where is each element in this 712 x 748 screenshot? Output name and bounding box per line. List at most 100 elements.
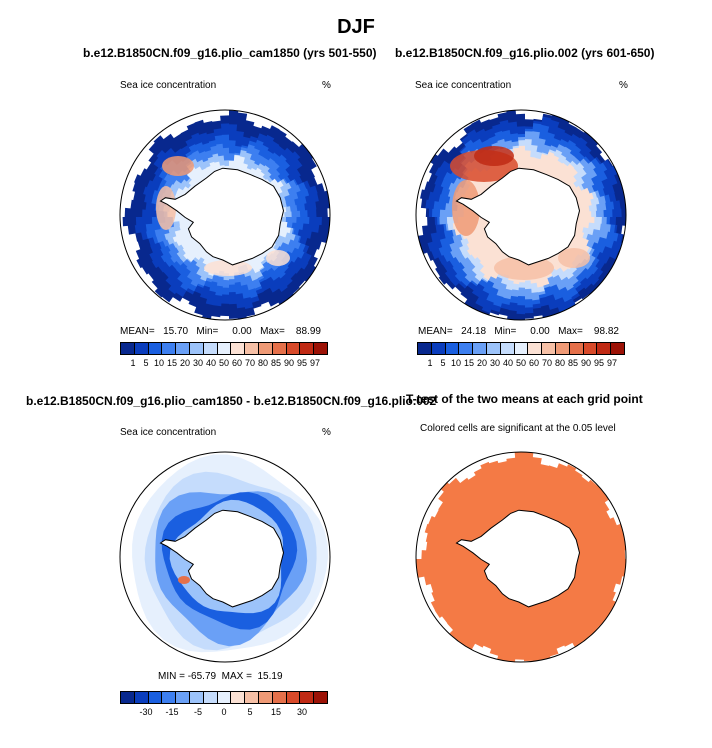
colorbar-swatch: [176, 343, 190, 354]
colorbar-swatch: [286, 692, 301, 703]
colorbar-tick-label: 70: [541, 358, 553, 368]
colorbar-tick-label: 10: [450, 358, 462, 368]
colorbar-tick-label: 95: [296, 358, 308, 368]
panel2-title: b.e12.B1850CN.f09_g16.plio.002 (yrs 601-…: [395, 46, 655, 60]
panel1-colorbar: [120, 342, 328, 355]
antarctica-coastline: [159, 509, 285, 608]
colorbar-swatch: [217, 692, 232, 703]
colorbar-swatch: [231, 343, 246, 354]
colorbar-tick-label: 30: [192, 358, 204, 368]
colorbar-swatch: [134, 343, 149, 354]
colorbar-swatch: [148, 343, 163, 354]
colorbar-tick-label: 15: [270, 707, 282, 717]
colorbar-swatch: [148, 692, 163, 703]
colorbar-swatch: [528, 343, 543, 354]
colorbar-swatch: [597, 343, 612, 354]
colorbar-tick-label: 90: [580, 358, 592, 368]
colorbar-swatch: [121, 692, 135, 703]
colorbar-swatch: [258, 343, 273, 354]
colorbar-tick-label: 0: [221, 707, 227, 717]
colorbar-tick-label: 97: [606, 358, 618, 368]
panel1-colorbar-labels: 1 5 10 15 20 30 40 50 60 70 80 85 90 95 97: [120, 358, 328, 370]
colorbar-swatch: [459, 343, 474, 354]
colorbar-swatch: [555, 343, 570, 354]
colorbar-tick-label: -5: [193, 707, 203, 717]
colorbar-tick-label: 5: [440, 358, 446, 368]
panel4-subtitle: Colored cells are significant at the 0.0…: [420, 423, 616, 434]
colorbar-tick-label: 85: [270, 358, 282, 368]
colorbar-swatch: [189, 692, 204, 703]
colorbar-swatch: [486, 343, 501, 354]
colorbar-swatch: [162, 343, 177, 354]
map-boundary: [415, 109, 627, 321]
colorbar-swatch: [611, 343, 624, 354]
colorbar-swatch: [121, 343, 135, 354]
colorbar-tick-label: 30: [489, 358, 501, 368]
colorbar-swatch: [300, 343, 315, 354]
colorbar-tick-label: 15: [166, 358, 178, 368]
panel2-unit-label: %: [619, 80, 628, 91]
colorbar-tick-label: 40: [205, 358, 217, 368]
colorbar-tick-label: 97: [309, 358, 321, 368]
panel1-stats: MEAN= 15.70 Min= 0.00 Max= 88.99: [120, 326, 321, 337]
positive-anomaly-patch: [178, 576, 190, 584]
panel2-stats: MEAN= 24.18 Min= 0.00 Max= 98.82: [418, 326, 619, 337]
map-boundary: [415, 451, 627, 663]
colorbar-swatch: [500, 343, 515, 354]
colorbar-tick-label: 90: [283, 358, 295, 368]
colorbar-tick-label: 20: [476, 358, 488, 368]
panel3-difference-map: [119, 451, 331, 663]
panel1-title: b.e12.B1850CN.f09_g16.plio_cam1850 (yrs …: [83, 46, 377, 60]
antarctica-coastline: [159, 167, 285, 266]
colorbar-tick-label: 15: [463, 358, 475, 368]
high-concentration-patch: [204, 260, 252, 276]
colorbar-tick-label: 50: [515, 358, 527, 368]
panel4-significance-map: [415, 451, 627, 663]
colorbar-swatch: [542, 343, 556, 354]
colorbar-tick-label: 80: [257, 358, 269, 368]
panel3-stats: MIN = -65.79 MAX = 15.19: [158, 671, 283, 682]
panel1-polar-map: [119, 109, 331, 321]
colorbar-swatch: [514, 343, 529, 354]
panel1-unit-label: %: [322, 80, 331, 91]
antarctica-coastline: [455, 509, 581, 608]
colorbar-tick-label: 30: [296, 707, 308, 717]
colorbar-swatch: [418, 343, 432, 354]
panel3-title: b.e12.B1850CN.f09_g16.plio_cam1850 - b.e…: [26, 394, 437, 408]
high-concentration-patch: [474, 146, 514, 166]
colorbar-swatch: [583, 343, 598, 354]
colorbar-tick-label: 1: [427, 358, 433, 368]
colorbar-swatch: [231, 692, 246, 703]
antarctica-coastline: [455, 167, 581, 266]
high-concentration-patch: [494, 256, 554, 280]
colorbar-tick-label: 80: [554, 358, 566, 368]
colorbar-tick-label: 60: [231, 358, 243, 368]
colorbar-swatch: [176, 692, 190, 703]
colorbar-swatch: [203, 343, 218, 354]
colorbar-swatch: [314, 692, 327, 703]
colorbar-swatch: [245, 343, 259, 354]
colorbar-tick-label: 40: [502, 358, 514, 368]
colorbar-swatch: [245, 692, 259, 703]
colorbar-tick-label: 70: [244, 358, 256, 368]
colorbar-tick-label: -30: [139, 707, 153, 717]
colorbar-swatch: [258, 692, 273, 703]
panel3-unit-label: %: [322, 427, 331, 438]
colorbar-swatch: [314, 343, 327, 354]
colorbar-tick-label: 10: [153, 358, 165, 368]
colorbar-swatch: [286, 343, 301, 354]
map-boundary: [119, 109, 331, 321]
figure-title: DJF: [337, 16, 375, 38]
colorbar-swatch: [217, 343, 232, 354]
colorbar-tick-label: 95: [593, 358, 605, 368]
panel3-colorbar-labels: -30 -15 -5 0 5 15 30: [120, 707, 328, 719]
colorbar-swatch: [189, 343, 204, 354]
panel2-polar-map: [415, 109, 627, 321]
panel2-colorbar: [417, 342, 625, 355]
high-concentration-patch: [266, 250, 290, 266]
colorbar-swatch: [569, 343, 584, 354]
colorbar-swatch: [203, 692, 218, 703]
colorbar-swatch: [162, 692, 177, 703]
map-boundary: [119, 451, 331, 663]
panel3-colorbar: [120, 691, 328, 704]
